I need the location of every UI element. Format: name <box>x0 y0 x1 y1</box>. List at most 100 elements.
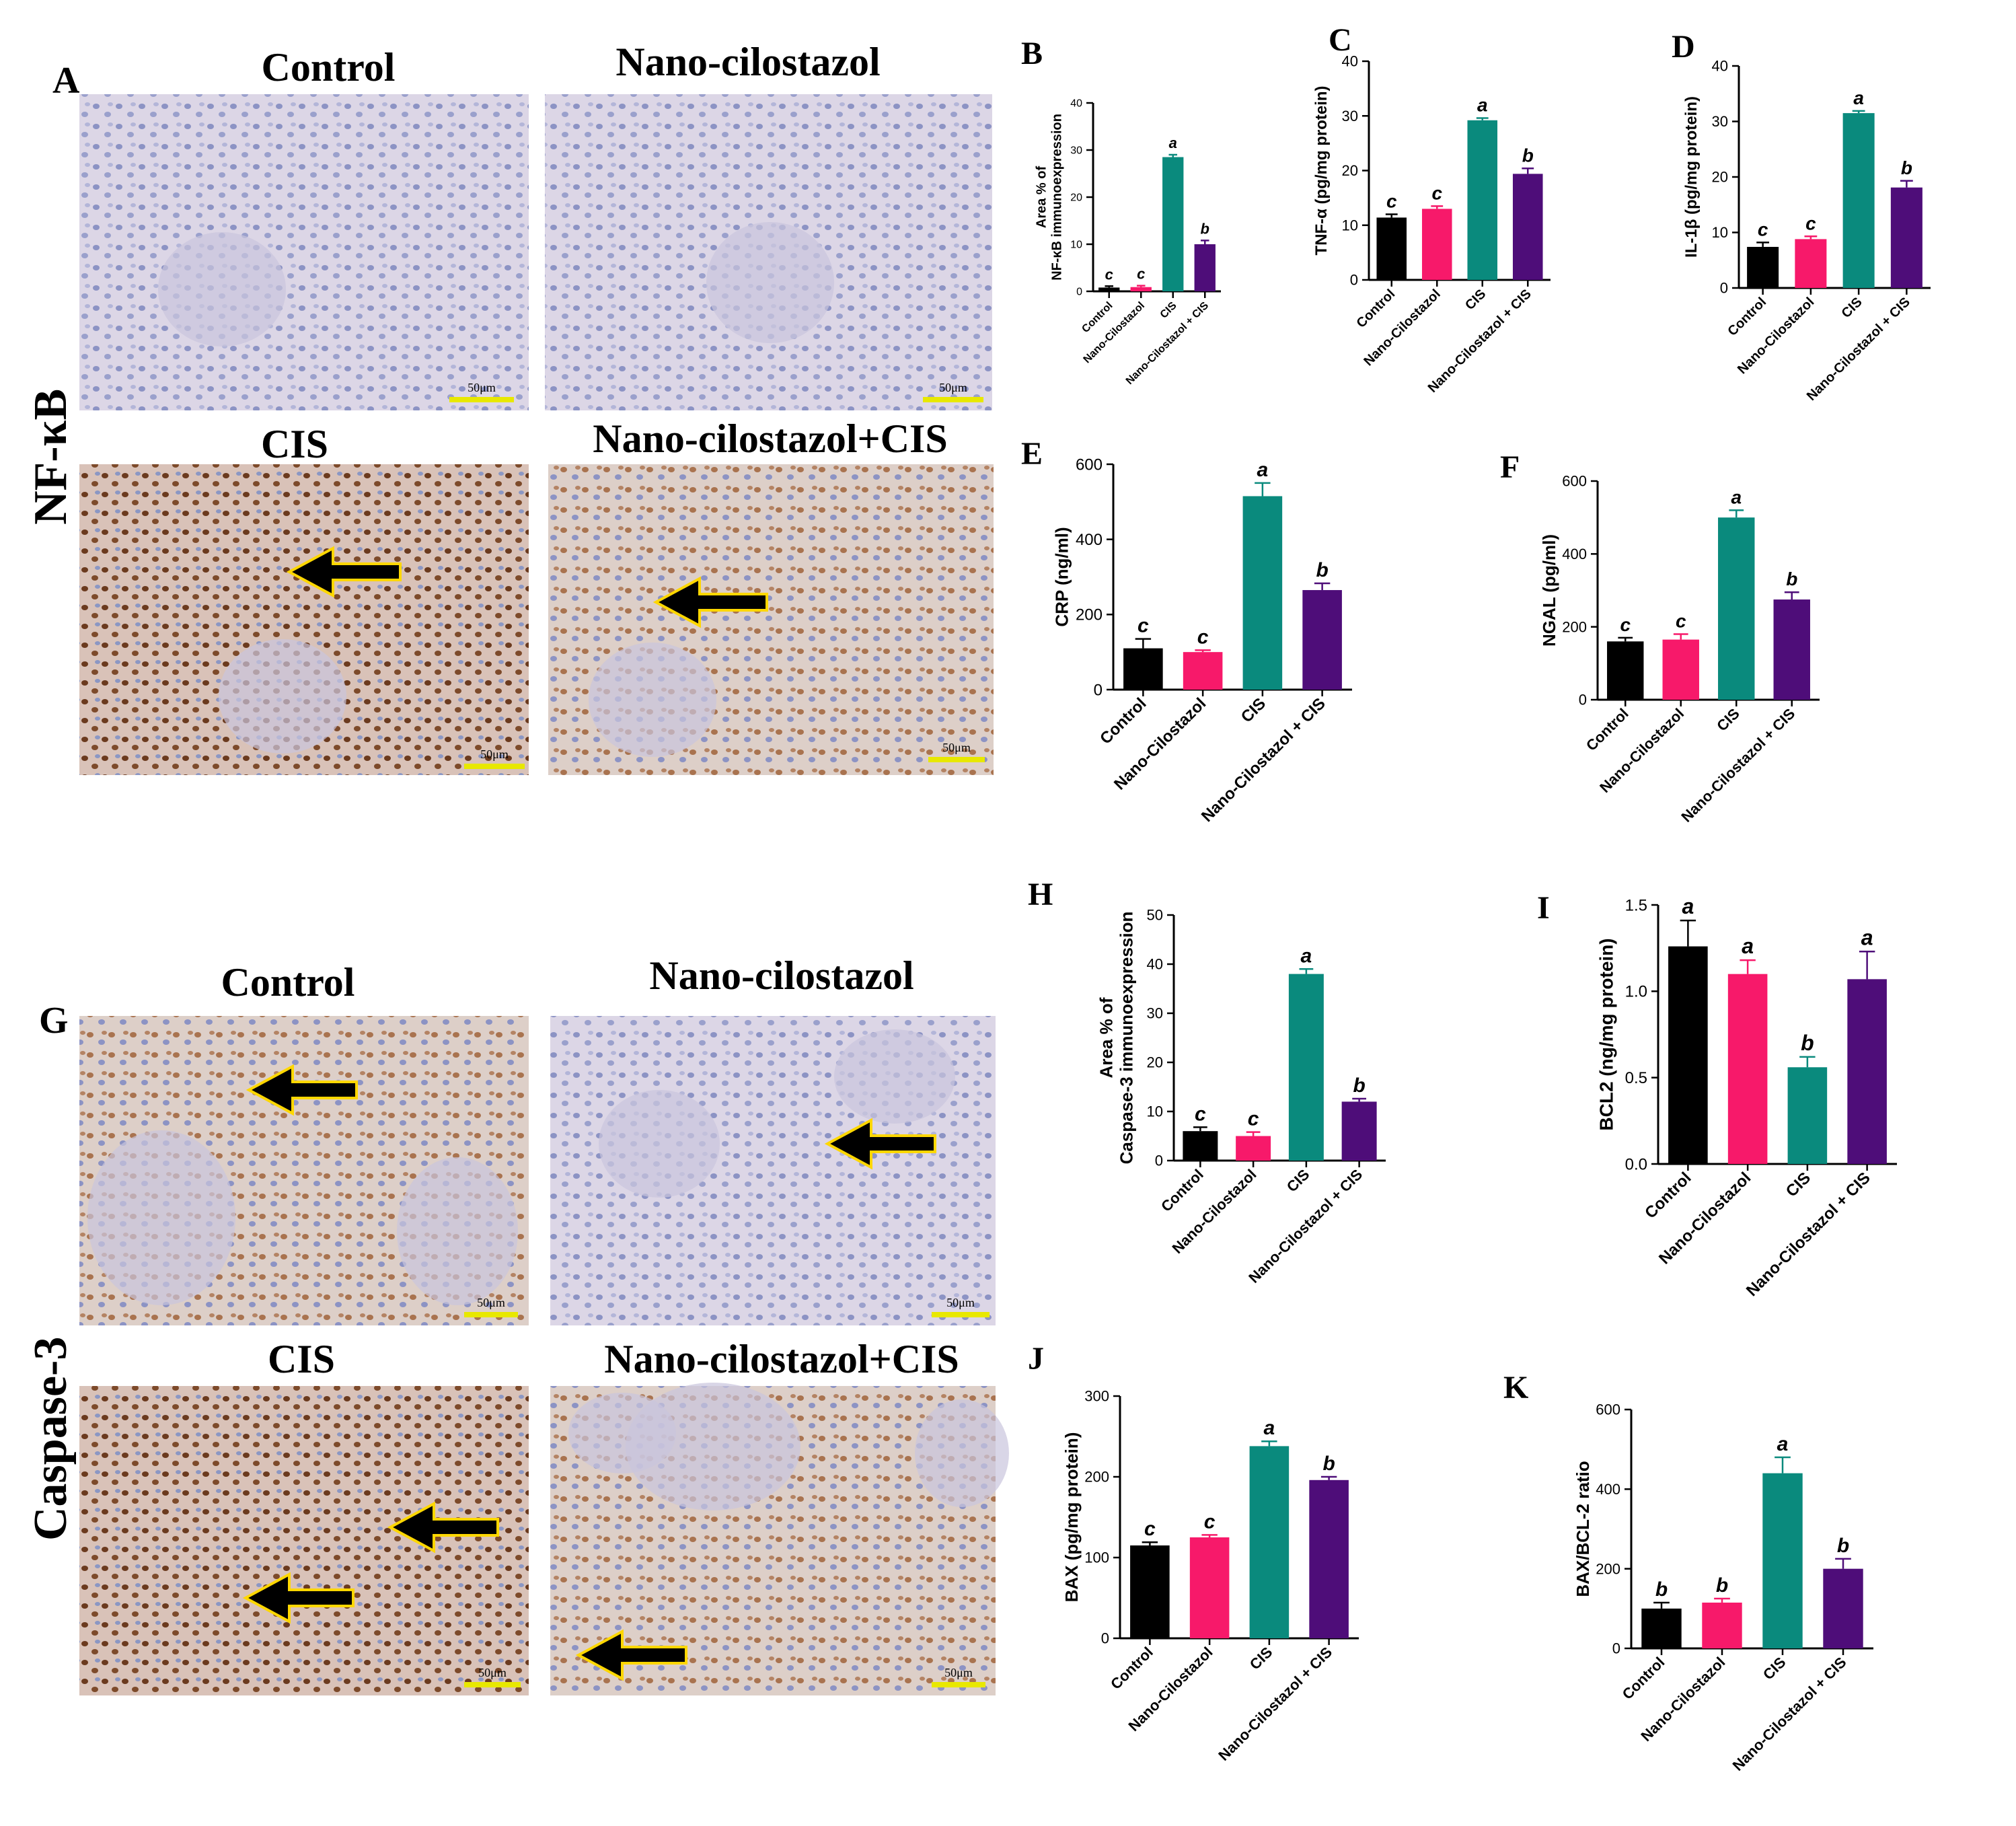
bar-0 <box>1130 1545 1170 1638</box>
significance-letter: a <box>1777 1433 1789 1455</box>
y-tick-label: 40 <box>1342 53 1358 70</box>
y-tick-label: 200 <box>1596 1560 1620 1577</box>
y-tick-label: 10 <box>1712 224 1728 241</box>
bar-0 <box>1668 946 1708 1164</box>
x-tick-label: CIS <box>1760 1654 1789 1683</box>
y-tick-label: 0 <box>1350 272 1358 289</box>
chart-c: C 0 10 20 30 40 TNF-α (pg/mg protein) c Control c… <box>1312 22 1551 396</box>
significance-letter: a <box>1742 934 1754 958</box>
bar-2 <box>1718 517 1755 700</box>
scale-bar <box>932 1682 985 1687</box>
bar-1 <box>1795 239 1827 288</box>
scale-bar-label: 50μm <box>477 1296 505 1309</box>
y-axis-label: CRP (ng/ml) <box>1051 527 1072 626</box>
y-tick-label: 600 <box>1076 455 1103 474</box>
micro-title-g-nanocis: Nano-cilostazol+CIS <box>604 1337 959 1381</box>
micrograph-a-control: 50μm <box>79 94 529 410</box>
significance-letter: b <box>1801 1031 1814 1055</box>
chart-b: B 0 10 20 30 40 Area % of NF-κB immunoexpressio… <box>1021 36 1221 387</box>
bar-1 <box>1130 287 1152 291</box>
bar-2 <box>1467 120 1498 280</box>
panel-letter: E <box>1021 436 1043 472</box>
y-tick-label: 1.5 <box>1625 896 1647 914</box>
y-tick-label: 10 <box>1342 217 1358 233</box>
y-tick-label: 20 <box>1147 1054 1163 1071</box>
scale-bar-label: 50μm <box>480 747 509 761</box>
y-axis-label: BAX (pg/mg protein) <box>1061 1432 1082 1603</box>
y-axis-label: NF-κB immunoexpression <box>1050 114 1065 281</box>
significance-letter: a <box>1169 135 1177 151</box>
micrograph-g-nanocis: 50μm <box>550 1383 1009 1695</box>
y-tick-label: 40 <box>1147 956 1163 973</box>
scale-bar <box>464 764 525 769</box>
scale-bar-label: 50μm <box>939 381 967 394</box>
x-tick-label: Control <box>1107 1644 1156 1693</box>
y-tick-label: 300 <box>1084 1388 1109 1405</box>
y-axis-label: NGAL (pg/ml) <box>1539 534 1559 647</box>
y-tick-label: 0 <box>1155 1153 1163 1169</box>
bar-0 <box>1607 641 1644 700</box>
chart-f: F 0 200 400 600 NGAL (pg/ml) c Control c Nano-Cil… <box>1500 449 1820 826</box>
x-tick-label: Nano-Cilostazol + CIS <box>1743 1169 1874 1300</box>
x-tick-label: Nano-Cilostazol + CIS <box>1678 705 1798 826</box>
significance-letter: b <box>1716 1574 1728 1597</box>
bar-3 <box>1890 187 1922 288</box>
y-tick-label: 600 <box>1596 1401 1620 1418</box>
x-tick-label: Control <box>1158 1166 1207 1215</box>
significance-letter: b <box>1322 1453 1335 1475</box>
micro-title-a-nanocis: Nano-cilostazol+CIS <box>593 416 948 461</box>
x-tick-label: CIS <box>1839 295 1865 321</box>
significance-letter: a <box>1853 87 1864 108</box>
significance-letter: b <box>1655 1578 1668 1601</box>
x-tick-label: Control <box>1353 287 1398 331</box>
micro-title-a-cis: CIS <box>261 422 328 466</box>
chart-j: J 0 100 200 300 BAX (pg/mg protein) c Control c N… <box>1028 1341 1359 1764</box>
row-label-caspase: Caspase-3 <box>25 1337 77 1541</box>
x-tick-label: Control <box>1725 295 1769 339</box>
y-axis-label: Area % of <box>1096 997 1117 1078</box>
micrograph-a-cis: 50μm <box>79 464 529 775</box>
x-tick-label: Control <box>1583 705 1632 754</box>
micrograph-g-cis: 50μm <box>79 1386 529 1695</box>
panel-letter: I <box>1537 890 1550 926</box>
bar-2 <box>1762 1473 1803 1648</box>
bar-3 <box>1341 1101 1377 1161</box>
significance-letter: b <box>1201 220 1209 237</box>
x-tick-label: Nano-Cilostazol <box>1082 300 1148 366</box>
significance-letter: c <box>1137 266 1145 283</box>
panel-letter: J <box>1028 1341 1044 1377</box>
y-tick-label: 20 <box>1070 192 1082 204</box>
significance-letter: c <box>1676 611 1686 632</box>
y-axis-label: IL-1β (pg/mg protein) <box>1682 96 1701 258</box>
micro-title-a-control: Control <box>262 45 396 89</box>
bar-1 <box>1421 209 1452 280</box>
row-label-nfkb: NF-κB <box>25 389 77 525</box>
y-tick-label: 20 <box>1342 162 1358 179</box>
arrow-icon <box>575 1629 687 1681</box>
micrograph-g-control: 50μm <box>79 1016 529 1325</box>
bar-2 <box>1787 1067 1828 1164</box>
x-tick-label: Control <box>1641 1169 1694 1222</box>
y-tick-label: 0 <box>1101 1630 1109 1647</box>
significance-letter: a <box>1264 1417 1275 1439</box>
y-tick-label: 600 <box>1562 473 1587 490</box>
micrograph-g-nano: 50μm <box>550 1016 996 1325</box>
significance-letter: c <box>1144 1518 1156 1540</box>
chart-e: E 0 200 400 600 CRP (ng/ml) c Control c Nano-Cilo… <box>1021 436 1352 826</box>
y-tick-label: 30 <box>1712 113 1728 130</box>
x-tick-label: CIS <box>1462 287 1489 313</box>
y-tick-label: 200 <box>1562 618 1587 635</box>
panel-letter: C <box>1329 22 1352 58</box>
arrow-icon <box>387 1501 499 1554</box>
micro-title-g-cis: CIS <box>268 1337 335 1381</box>
panel-letter: D <box>1672 29 1695 65</box>
significance-letter: c <box>1197 626 1209 648</box>
bar-3 <box>1512 174 1543 280</box>
micrograph-a-nano: 50μm <box>545 94 992 410</box>
bar-3 <box>1847 979 1887 1164</box>
significance-letter: b <box>1837 1535 1849 1557</box>
x-tick-label: CIS <box>1713 705 1743 735</box>
